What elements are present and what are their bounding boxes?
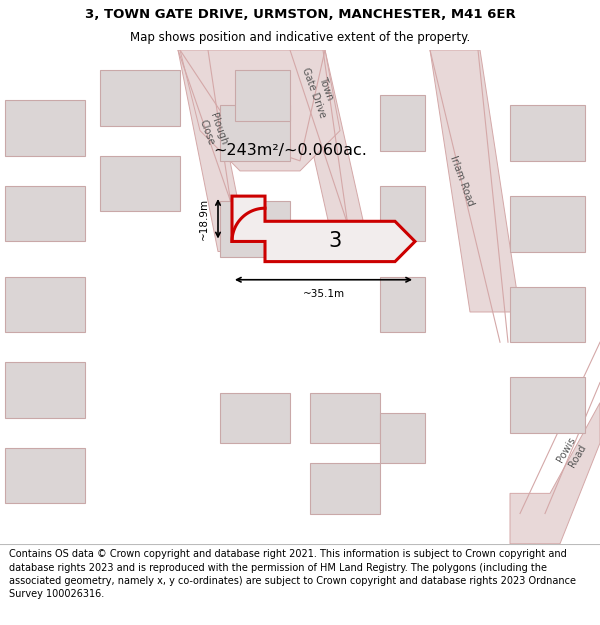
Polygon shape	[430, 50, 520, 312]
Text: ~35.1m: ~35.1m	[302, 289, 344, 299]
Polygon shape	[290, 50, 370, 251]
Text: 3, TOWN GATE DRIVE, URMSTON, MANCHESTER, M41 6ER: 3, TOWN GATE DRIVE, URMSTON, MANCHESTER,…	[85, 8, 515, 21]
Bar	[235, 70, 290, 121]
Text: 3: 3	[328, 231, 341, 251]
Bar	[380, 277, 425, 332]
Bar	[380, 186, 425, 241]
Bar	[510, 378, 585, 433]
Text: Contains OS data © Crown copyright and database right 2021. This information is : Contains OS data © Crown copyright and d…	[9, 549, 576, 599]
Bar	[5, 448, 85, 504]
Text: Town
Gate Drive: Town Gate Drive	[301, 62, 340, 119]
Text: Irlam Road: Irlam Road	[448, 154, 476, 208]
Polygon shape	[178, 50, 248, 251]
Bar	[5, 362, 85, 418]
Polygon shape	[180, 50, 340, 171]
Bar	[310, 392, 380, 443]
Bar	[220, 106, 290, 161]
Bar	[510, 287, 585, 342]
Bar	[310, 463, 380, 514]
Bar	[510, 106, 585, 161]
Bar	[510, 196, 585, 251]
Bar	[100, 70, 180, 126]
Text: Powis
Road: Powis Road	[556, 436, 589, 471]
Text: ~243m²/~0.060ac.: ~243m²/~0.060ac.	[213, 143, 367, 158]
Polygon shape	[510, 402, 600, 544]
Text: Map shows position and indicative extent of the property.: Map shows position and indicative extent…	[130, 31, 470, 44]
Bar	[5, 277, 85, 332]
Polygon shape	[232, 196, 415, 262]
Bar	[5, 101, 85, 156]
Bar	[380, 96, 425, 151]
Bar	[100, 156, 180, 211]
Bar	[380, 412, 425, 463]
Bar	[220, 392, 290, 443]
Bar	[220, 201, 290, 257]
Text: Plough
Close: Plough Close	[197, 111, 229, 150]
Text: ~18.9m: ~18.9m	[199, 198, 209, 240]
Bar	[5, 186, 85, 241]
